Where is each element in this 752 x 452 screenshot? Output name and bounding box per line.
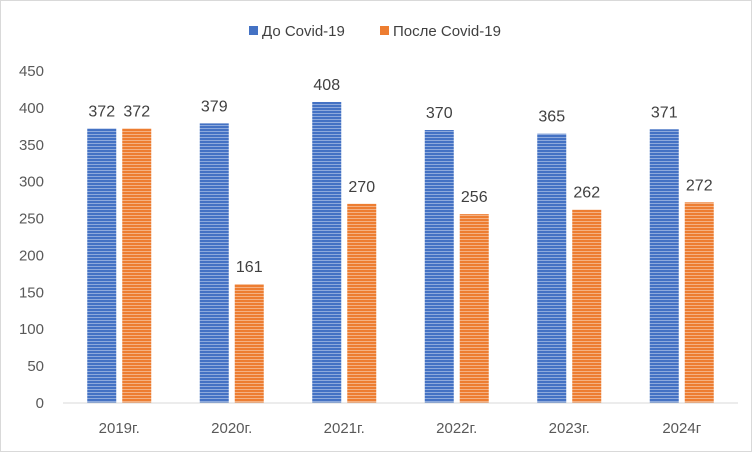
x-axis: 2019г. 2020г. 2021г. 2022г. 2023г. 2024г: [63, 402, 738, 437]
bar-after-covid: [347, 203, 377, 403]
bar-after-covid: [122, 128, 152, 403]
x-tick-label: 2022г.: [436, 420, 477, 437]
bar-before-covid: [424, 130, 454, 403]
data-label: 256: [461, 189, 488, 206]
bars: 372 372 379 161 408 270 370 256 365 262 371 272: [87, 77, 714, 404]
y-tick-label: 150: [19, 284, 44, 301]
bar-before-covid: [87, 128, 117, 403]
data-label: 372: [88, 104, 115, 121]
data-label: 270: [348, 179, 375, 196]
y-tick-label: 200: [19, 247, 44, 264]
data-label: 370: [426, 105, 453, 122]
data-label: 262: [573, 185, 600, 202]
x-tick-label: 2023г.: [549, 420, 590, 437]
data-label: 272: [686, 177, 713, 194]
y-tick-label: 450: [19, 63, 44, 80]
bar-before-covid: [537, 133, 567, 403]
y-tick-label: 350: [19, 137, 44, 154]
bar-after-covid: [572, 209, 602, 403]
x-tick-label: 2021г.: [324, 420, 365, 437]
y-tick-label: 400: [19, 100, 44, 117]
bar-before-covid: [312, 101, 342, 403]
data-label: 365: [538, 109, 565, 126]
x-tick-label: 2024г: [662, 420, 701, 437]
y-tick-label: 250: [19, 211, 44, 228]
bar-after-covid: [234, 284, 264, 403]
y-tick-label: 0: [36, 395, 44, 412]
legend-swatch: [380, 26, 389, 35]
x-tick-label: 2020г.: [211, 420, 252, 437]
legend-label: До Covid-19: [262, 23, 345, 40]
bar-before-covid: [649, 129, 679, 404]
data-label: 371: [651, 104, 678, 121]
y-tick-label: 300: [19, 174, 44, 191]
bar-after-covid: [684, 202, 714, 403]
y-tick-label: 50: [27, 358, 44, 375]
legend-label: После Covid-19: [393, 23, 501, 40]
legend-swatch: [249, 26, 258, 35]
data-label: 372: [123, 104, 150, 121]
data-label: 379: [201, 98, 228, 115]
legend: До Covid-19 После Covid-19: [249, 23, 501, 40]
data-label: 161: [236, 259, 263, 276]
y-axis: 0 50 100 150 200 250 300 350 400 450: [19, 63, 44, 412]
y-tick-label: 100: [19, 321, 44, 338]
data-label: 408: [313, 77, 340, 94]
x-tick-label: 2019г.: [99, 420, 140, 437]
bar-after-covid: [459, 214, 489, 403]
bar-before-covid: [199, 123, 229, 403]
